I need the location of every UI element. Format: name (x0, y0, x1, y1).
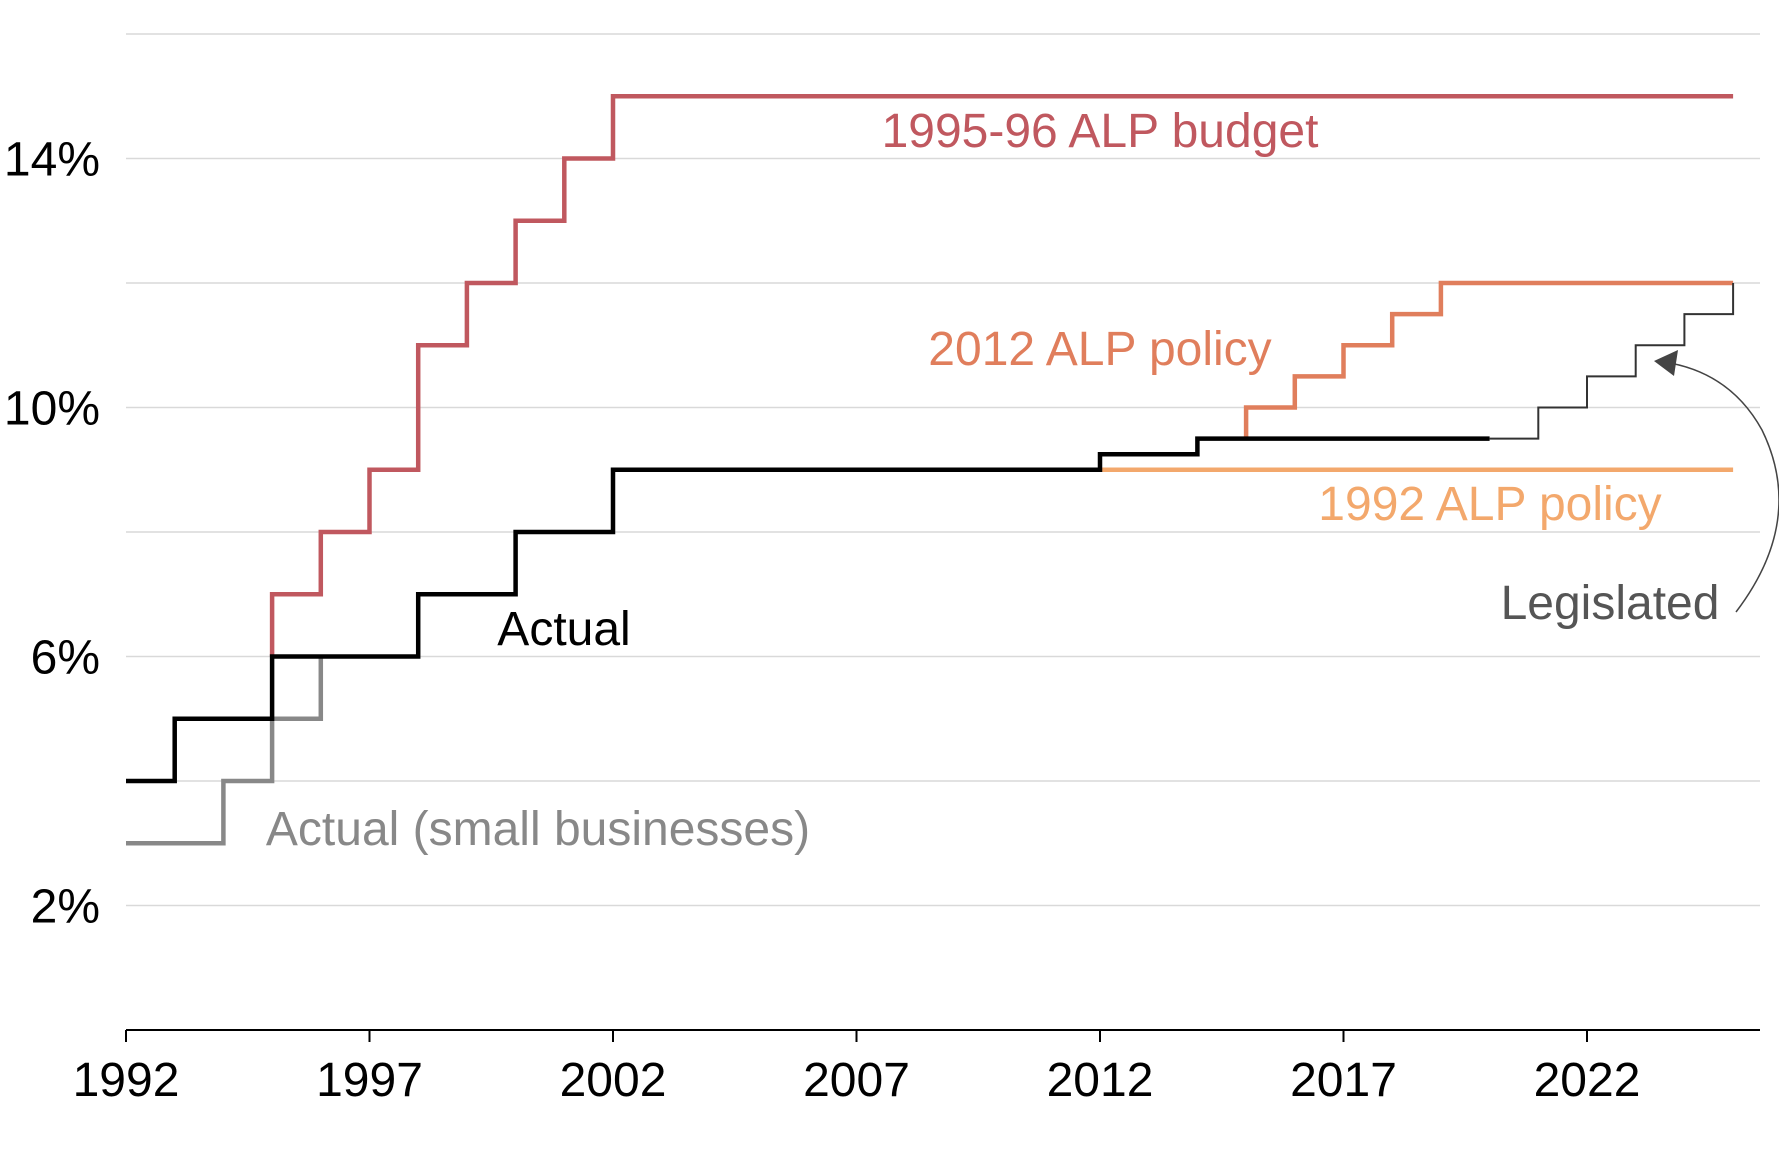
label-1995-96-alp-budget: 1995-96 ALP budget (882, 105, 1319, 158)
y-tick-label: 6% (31, 632, 100, 685)
x-tick-label: 2002 (560, 1054, 667, 1107)
series-line-2012-alp-policy (1243, 280, 1734, 439)
label-actual-small-businesses: Actual (small businesses) (266, 803, 810, 856)
annotations (1654, 350, 1779, 613)
label-legislated: Legislated (1501, 577, 1720, 630)
y-tick-label: 10% (4, 383, 100, 436)
y-tick-label: 2% (31, 881, 100, 934)
series-lines (126, 94, 1735, 846)
series-line-actual-small-businesses (126, 656, 324, 846)
x-tick-label: 1992 (73, 1054, 180, 1107)
x-tick-label: 2007 (803, 1054, 910, 1107)
y-tick-label: 14% (4, 134, 100, 187)
x-tick-label: 2012 (1047, 1054, 1154, 1107)
x-tick-label: 2022 (1534, 1054, 1641, 1107)
legislated-arrow-head-icon (1654, 350, 1678, 376)
label-1992-alp-policy: 1992 ALP policy (1318, 478, 1661, 531)
label-actual: Actual (497, 603, 630, 656)
series-line-legislated (1489, 283, 1735, 440)
series-labels: 1995-96 ALP budget 2012 ALP policy 1992 … (266, 105, 1720, 856)
legislated-arrow (1663, 361, 1779, 613)
x-tick-label: 2017 (1290, 1054, 1397, 1107)
series-line-actual (126, 436, 1490, 784)
x-tick-label: 1997 (316, 1054, 423, 1107)
label-2012-alp-policy: 2012 ALP policy (928, 323, 1271, 376)
series-line-1995-96-alp-budget (269, 94, 1734, 657)
axes: 1992 1997 2002 2007 2012 2017 2022 2% 6% 10% 14% (4, 134, 1760, 1107)
